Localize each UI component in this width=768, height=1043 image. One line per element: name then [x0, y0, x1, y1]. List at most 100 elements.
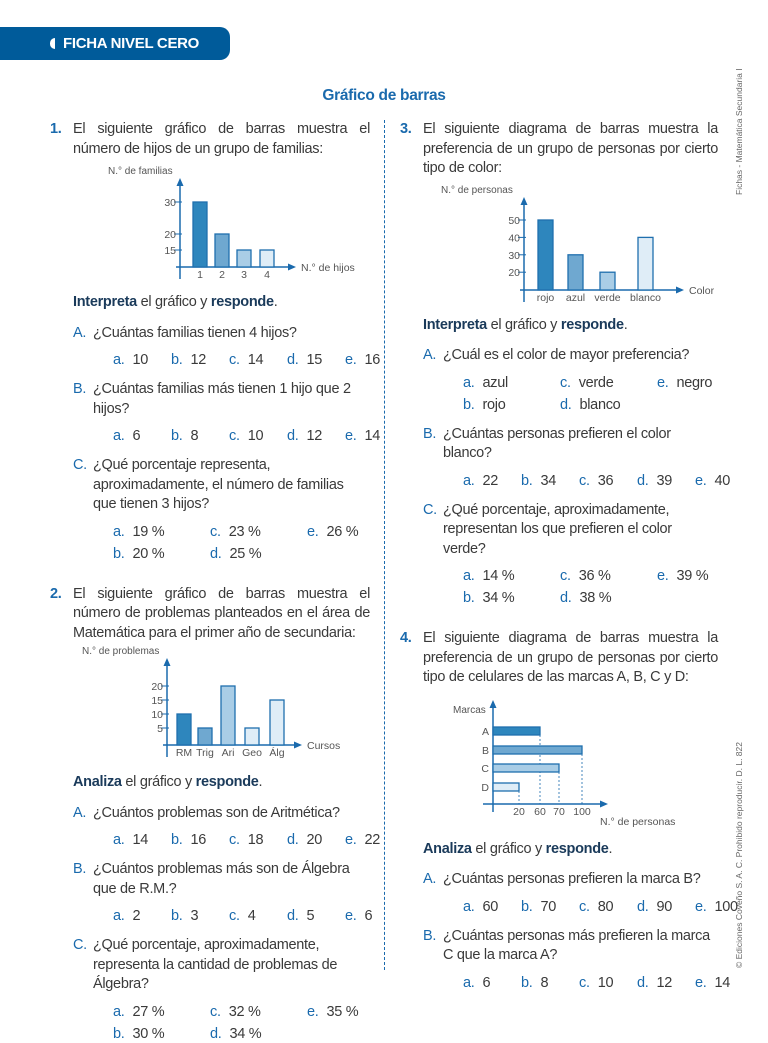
- option[interactable]: c. 18: [229, 832, 264, 848]
- y-tick-label: 15: [164, 245, 176, 257]
- x-axis-arrow-icon: [600, 800, 608, 807]
- item-text: ¿Cuántas familias más tienen 1 hijo que …: [93, 381, 351, 417]
- option[interactable]: d. blanco: [560, 396, 621, 413]
- options: a. 6 b. 8 c. 10 d. 12 e. 14: [113, 427, 380, 445]
- option[interactable]: e. 35 %: [307, 1003, 359, 1020]
- option[interactable]: a. 27 %: [113, 1003, 165, 1020]
- option[interactable]: d. 34 %: [210, 1025, 262, 1042]
- option[interactable]: d. 38 %: [560, 590, 612, 606]
- option[interactable]: b. 8: [171, 428, 199, 444]
- option[interactable]: a. 2: [113, 908, 141, 924]
- option[interactable]: a. 6: [463, 974, 491, 991]
- item-text: ¿Cuántas personas prefieren la marca B?: [443, 871, 701, 887]
- option[interactable]: d. 90: [637, 898, 673, 915]
- option[interactable]: e. 39 %: [657, 568, 709, 584]
- category-label: RM: [176, 747, 192, 759]
- item-text: ¿Cuál es el color de mayor preferencia?: [443, 347, 690, 363]
- option[interactable]: b. 3: [171, 908, 199, 924]
- option[interactable]: c. 14: [229, 352, 264, 368]
- option[interactable]: d. 15: [287, 352, 323, 368]
- category-label: Ari: [222, 747, 235, 759]
- item-letter: A.: [73, 804, 87, 821]
- option[interactable]: e. 14: [345, 428, 381, 444]
- option[interactable]: b. rojo: [463, 396, 506, 413]
- option[interactable]: a. azul: [463, 374, 508, 391]
- question-text: El siguiente diagrama de barras muestra …: [423, 121, 718, 176]
- item-text: ¿Cuántas familias tienen 4 hijos?: [93, 324, 297, 341]
- y-tick-label: 40: [508, 232, 520, 244]
- option[interactable]: e. 22: [345, 832, 381, 848]
- y-tick-label: 20: [151, 681, 163, 693]
- option[interactable]: b. 16: [171, 832, 207, 848]
- option[interactable]: b. 70: [521, 898, 557, 915]
- item-letter: C.: [73, 457, 87, 473]
- options: a. 14 b. 16 c. 18 d. 20 e. 22: [113, 831, 380, 849]
- bar: [259, 249, 275, 268]
- option[interactable]: e. 100: [695, 898, 738, 915]
- option[interactable]: c. verde: [560, 374, 614, 391]
- option[interactable]: d. 25 %: [210, 545, 262, 562]
- option[interactable]: c. 10: [579, 974, 614, 991]
- question-3: 3. El siguiente diagrama de barras muest…: [400, 120, 730, 608]
- option[interactable]: b. 12: [171, 352, 207, 368]
- option[interactable]: e. 26 %: [307, 523, 359, 540]
- option[interactable]: a. 10: [113, 352, 149, 368]
- bar: [599, 271, 616, 291]
- question-number: 1.: [50, 121, 62, 137]
- option[interactable]: d. 12: [287, 428, 323, 444]
- bar: [236, 249, 252, 268]
- option[interactable]: b. 34 %: [463, 590, 515, 606]
- options: a. 10 b. 12 c. 14 d. 15 e. 16: [113, 351, 380, 369]
- option[interactable]: c. 80: [579, 898, 614, 915]
- option[interactable]: e. 6: [345, 908, 373, 924]
- option[interactable]: b. 8: [521, 974, 549, 991]
- category-label: Álg: [269, 746, 284, 759]
- y-tick-label: 10: [151, 709, 163, 721]
- option[interactable]: e. 14: [695, 974, 731, 991]
- item-a: A. ¿Cuál es el color de mayor preferenci…: [423, 346, 718, 414]
- option[interactable]: d. 20: [287, 832, 323, 848]
- x-axis-label: Cursos: [307, 740, 340, 752]
- option[interactable]: a. 14: [113, 832, 149, 848]
- side-text-bottom: © Ediciones Coveño S. A. C. Prohibido re…: [734, 742, 744, 968]
- x-tick-label: 70: [553, 806, 565, 818]
- option[interactable]: b. 34: [521, 472, 557, 489]
- bar: [176, 713, 192, 746]
- option[interactable]: a. 6: [113, 428, 141, 444]
- option[interactable]: c. 36: [579, 472, 614, 489]
- category-label: D: [481, 782, 489, 794]
- option[interactable]: d. 5: [287, 908, 315, 924]
- option[interactable]: c. 36 %: [560, 568, 611, 584]
- option[interactable]: c. 23 %: [210, 523, 261, 540]
- option[interactable]: a. 14 %: [463, 568, 515, 584]
- option[interactable]: e. negro: [657, 374, 713, 391]
- options: a. 27 % c. 32 % e. 35 % b. 30 % d. 34 %: [113, 1003, 370, 1043]
- option[interactable]: d. 12: [637, 974, 673, 991]
- x-axis-label: Color: [689, 285, 715, 297]
- item-a: A. ¿Cuántos problemas son de Aritmética?…: [73, 804, 380, 850]
- y-axis-label: Marcas: [453, 705, 486, 716]
- item-letter: B.: [73, 861, 87, 877]
- option[interactable]: e. 40: [695, 472, 731, 489]
- y-axis-arrow-icon: [520, 196, 528, 205]
- option[interactable]: e. 16: [345, 352, 381, 368]
- option[interactable]: c. 10: [229, 428, 264, 444]
- option[interactable]: d. 39: [637, 472, 673, 489]
- item-a: A. ¿Cuántas familias tienen 4 hijos? a. 1…: [73, 324, 380, 370]
- instruction: Analiza el gráfico y responde.: [73, 774, 263, 790]
- option[interactable]: b. 30 %: [113, 1025, 165, 1042]
- option[interactable]: b. 20 %: [113, 545, 165, 562]
- options: a. 2 b. 3 c. 4 d. 5 e. 6: [113, 907, 373, 925]
- bar: [244, 727, 260, 746]
- option[interactable]: c. 32 %: [210, 1003, 261, 1020]
- item-c: C. ¿Qué porcentaje, aproximadamente, rep…: [423, 501, 718, 608]
- chart-3: N.° de personas Color 20 30 40 50 rojo azul verd…: [441, 185, 715, 304]
- option[interactable]: a. 22: [463, 472, 499, 489]
- option[interactable]: a. 19 %: [113, 523, 165, 540]
- option[interactable]: a. 60: [463, 898, 499, 915]
- option[interactable]: c. 4: [229, 908, 256, 924]
- category-label: blanco: [630, 292, 661, 304]
- item-text: ¿Cuántas personas prefieren el color bla…: [443, 425, 671, 462]
- bar: [269, 699, 285, 746]
- item-letter: A.: [423, 347, 437, 363]
